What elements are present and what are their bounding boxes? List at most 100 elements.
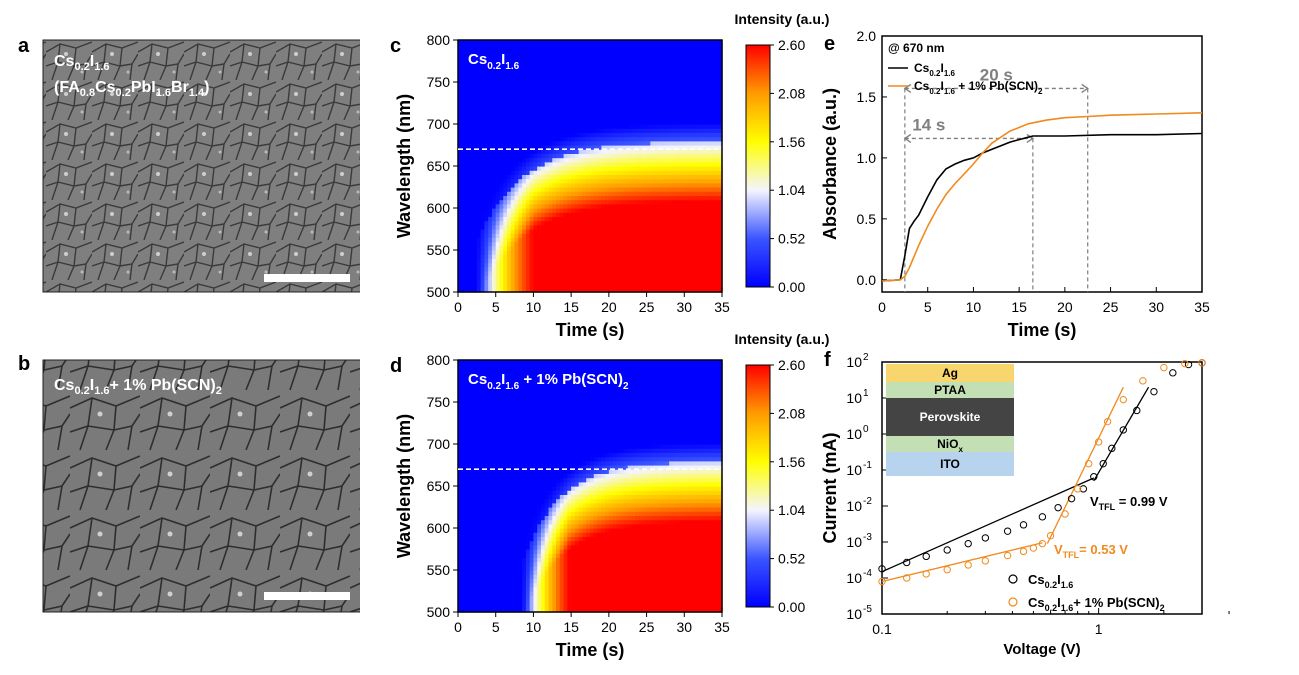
heatmap-cell — [488, 187, 493, 192]
heatmap-cell — [672, 124, 678, 129]
heatmap-cell — [469, 448, 474, 453]
heatmap-cell — [491, 275, 497, 280]
heatmap-cell — [458, 69, 463, 75]
heatmap-cell — [476, 224, 482, 230]
heatmap-cell — [544, 258, 550, 264]
heatmap-cell — [495, 397, 501, 403]
heatmap-cell — [461, 191, 467, 196]
heatmap-cell — [571, 233, 576, 238]
heatmap-cell — [465, 448, 470, 453]
heatmap-cell — [465, 469, 470, 474]
heatmap-cell — [491, 103, 497, 108]
heatmap-cell — [710, 157, 716, 163]
heatmap-cell — [469, 402, 474, 407]
heatmap-cell — [627, 44, 633, 49]
heatmap-cell — [563, 241, 568, 247]
heatmap-cell — [503, 591, 508, 596]
heatmaps: 0 5 10 15 20 25 30 35500550600650700750800Time … — [390, 11, 829, 660]
heatmap-cell — [458, 498, 463, 504]
heatmap-cell — [590, 103, 595, 108]
heatmap-cell — [608, 254, 614, 259]
heatmap-cell — [571, 40, 576, 45]
heatmap-cell — [642, 212, 648, 217]
heatmap-cell — [710, 107, 716, 112]
heatmap-cell — [623, 65, 629, 70]
heatmap-cell — [476, 544, 482, 550]
heatmap-cell — [699, 40, 704, 45]
heatmap-cell — [582, 56, 587, 62]
heatmap-cell — [559, 170, 565, 175]
heatmap-cell — [469, 245, 474, 251]
heatmap-cell — [669, 111, 674, 117]
heatmap-cell — [499, 98, 504, 104]
heatmap-cell — [484, 124, 489, 129]
heatmap-cell — [503, 166, 508, 171]
heatmap-cell — [597, 166, 602, 171]
heatmap-cell — [571, 111, 576, 117]
heatmap-cell — [699, 73, 704, 79]
heatmap-cell — [635, 136, 640, 142]
heatmap-cell — [473, 414, 478, 420]
heatmap-cell — [646, 44, 651, 49]
heatmap-cell — [476, 565, 482, 571]
heatmap-cell — [669, 107, 674, 112]
heatmap-cell — [491, 140, 497, 146]
heatmap-cell — [642, 153, 648, 159]
heatmap-cell — [533, 266, 538, 272]
heatmap-cell — [458, 254, 463, 259]
heatmap-cell — [571, 161, 576, 167]
heatmap-cell — [510, 229, 516, 234]
heatmap-cell — [488, 553, 493, 558]
heatmap-cell — [684, 69, 689, 75]
heatmap-cell — [710, 212, 716, 217]
heatmap-cell — [623, 182, 629, 188]
heatmap-cell — [499, 498, 504, 504]
heatmap-cell — [593, 86, 599, 91]
heatmap-cell — [465, 170, 470, 175]
heatmap-cell — [639, 44, 644, 49]
heatmap-cell — [654, 195, 659, 201]
heatmap-cell — [465, 69, 470, 75]
heatmap-cell — [605, 271, 610, 276]
heatmap-cell — [559, 140, 565, 146]
heatmap-cell — [672, 174, 678, 180]
heatmap-cell — [548, 103, 553, 108]
heatmap-cell — [605, 245, 610, 251]
heatmap-cell — [484, 149, 489, 154]
heatmap-cell — [525, 140, 531, 146]
heatmap-cell — [499, 77, 504, 83]
heatmap-cell — [665, 77, 670, 83]
heatmap-cell — [495, 61, 501, 66]
heatmap-cell — [582, 182, 587, 188]
heatmap-cell — [503, 262, 508, 268]
heatmap-cell — [458, 170, 463, 175]
heatmap-cell — [676, 199, 682, 205]
heatmap-cell — [586, 86, 591, 91]
heatmap-cell — [552, 124, 557, 129]
heatmap-cell — [488, 469, 493, 474]
heatmap-cell — [650, 65, 655, 70]
heatmap-cell — [661, 86, 667, 91]
heatmap-cell — [552, 195, 557, 201]
heatmap-cell — [469, 381, 474, 386]
heatmap-cell — [499, 477, 504, 483]
heatmap-cell — [699, 157, 704, 163]
heatmap-cell — [518, 145, 523, 150]
heatmap-cell — [529, 149, 535, 154]
heatmap-cell — [491, 515, 497, 521]
heatmap-cell — [642, 170, 648, 175]
heatmap-cell — [627, 170, 633, 175]
heatmap-cell — [465, 460, 470, 466]
heatmap-cell — [699, 279, 704, 285]
heatmap-cell — [544, 212, 550, 217]
heatmap-cell — [488, 439, 493, 445]
heatmap-cell — [691, 195, 697, 201]
heatmap-cell — [480, 220, 485, 226]
heatmap-cell — [597, 86, 602, 91]
heatmap-cell — [657, 287, 663, 293]
heatmap-cell — [499, 145, 504, 150]
heatmap-cell — [665, 115, 670, 121]
heatmap-cell — [620, 271, 625, 276]
heatmap-cell — [495, 145, 501, 150]
heatmap-cell — [635, 107, 640, 112]
